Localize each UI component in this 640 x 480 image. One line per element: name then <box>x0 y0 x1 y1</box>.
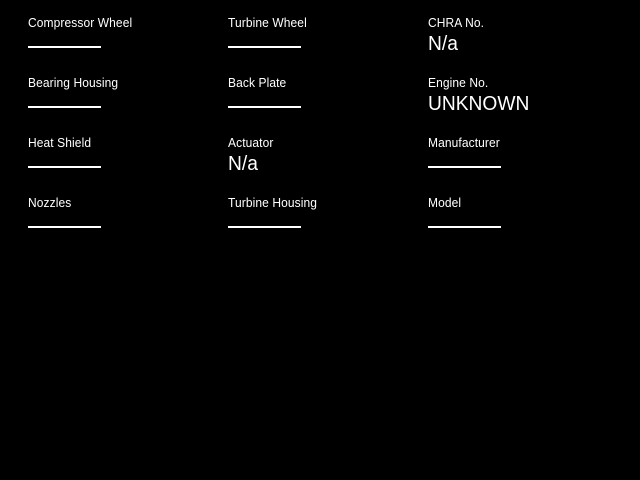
spec-field-value[interactable]: N/a <box>228 153 258 175</box>
spec-field[interactable]: Turbine Wheel <box>228 16 428 76</box>
spec-field[interactable]: Compressor Wheel <box>28 16 228 76</box>
spec-field-value[interactable]: UNKNOWN <box>428 93 530 115</box>
spec-field-label: Engine No. <box>428 76 489 90</box>
spec-field-label: Manufacturer <box>428 136 500 150</box>
spec-field[interactable]: Model <box>428 196 628 256</box>
spec-field[interactable]: Engine No. UNKNOWN <box>428 76 628 136</box>
spec-field[interactable]: CHRA No. N/a <box>428 16 628 76</box>
spec-field-label: Nozzles <box>28 196 72 210</box>
spec-field-underline[interactable] <box>28 106 101 108</box>
spec-field-label: Actuator <box>228 136 274 150</box>
spec-field-label: Heat Shield <box>28 136 92 150</box>
spec-field-underline[interactable] <box>228 226 301 228</box>
spec-field-label: Back Plate <box>228 76 287 90</box>
spec-field[interactable]: Turbine Housing <box>228 196 428 256</box>
spec-field-label: Turbine Housing <box>228 196 318 210</box>
spec-field-underline[interactable] <box>428 166 501 168</box>
spec-field-grid: Compressor Wheel Turbine Wheel CHRA No. N/a… <box>28 16 628 256</box>
spec-field-label: Turbine Wheel <box>228 16 307 30</box>
spec-field-underline[interactable] <box>28 46 101 48</box>
spec-field-underline[interactable] <box>428 226 501 228</box>
spec-field[interactable]: Bearing Housing <box>28 76 228 136</box>
spec-field-underline[interactable] <box>228 106 301 108</box>
spec-field[interactable]: Manufacturer <box>428 136 628 196</box>
spec-field-value[interactable]: N/a <box>428 33 458 55</box>
spec-field[interactable]: Nozzles <box>28 196 228 256</box>
spec-field[interactable]: Heat Shield <box>28 136 228 196</box>
spec-field-label: CHRA No. <box>428 16 485 30</box>
spec-field-label: Bearing Housing <box>28 76 119 90</box>
spec-field[interactable]: Actuator N/a <box>228 136 428 196</box>
spec-field[interactable]: Back Plate <box>228 76 428 136</box>
spec-field-underline[interactable] <box>228 46 301 48</box>
spec-field-label: Model <box>428 196 462 210</box>
spec-field-underline[interactable] <box>28 166 101 168</box>
spec-field-underline[interactable] <box>28 226 101 228</box>
spec-field-label: Compressor Wheel <box>28 16 133 30</box>
